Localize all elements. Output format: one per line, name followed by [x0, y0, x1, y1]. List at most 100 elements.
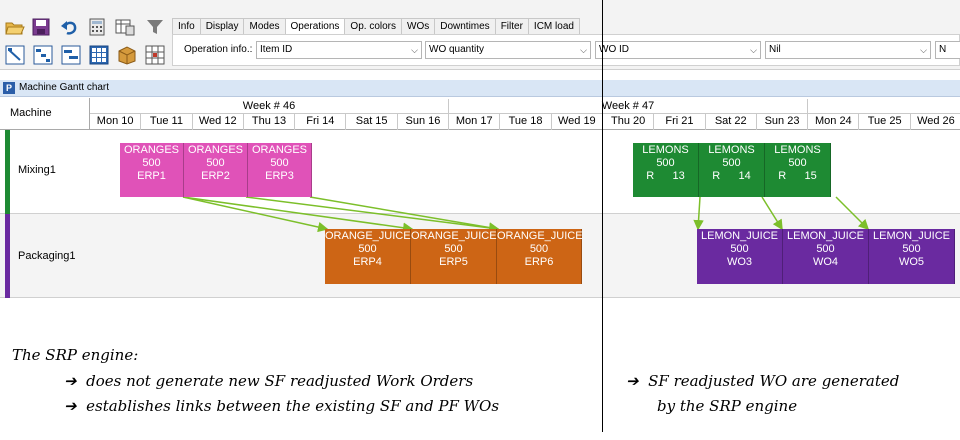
link-erp3-erp6[interactable]: [309, 196, 500, 233]
link-erp2-erp6[interactable]: [245, 196, 500, 234]
day-header-cell: Thu 13: [244, 114, 296, 130]
gantt-header: [0, 98, 960, 130]
operation-block[interactable]: LEMON_JUICE 500 WO5: [869, 229, 955, 284]
chevron-down-icon: ⌵: [580, 45, 587, 55]
operation-block[interactable]: LEMONS 500 R 15: [765, 143, 831, 197]
filter-icon[interactable]: [144, 16, 166, 38]
chevron-down-icon: ⌵: [411, 45, 418, 55]
operation-block[interactable]: ORANGES 500 ERP2: [184, 143, 248, 197]
caption-title: The SRP engine:: [12, 346, 139, 364]
operation-info-combo-3[interactable]: WO ID ⌵: [595, 41, 761, 59]
link-tool-icon[interactable]: [4, 44, 26, 66]
operation-block[interactable]: LEMON_JUICE 500 WO3: [697, 229, 783, 284]
week-48-header: [808, 99, 960, 114]
operation-info-combo-5[interactable]: N: [935, 41, 960, 59]
operation-wo: R 14: [712, 170, 751, 182]
link-erp1-erp5[interactable]: [182, 196, 414, 233]
sequence-tool-icon[interactable]: [32, 44, 54, 66]
operation-block[interactable]: LEMONS 500 R 14: [699, 143, 765, 197]
operation-block[interactable]: ORANGES 500 ERP3: [248, 143, 312, 197]
day-header-cell: Mon 10: [90, 114, 142, 130]
operation-block[interactable]: LEMONS 500 R 13: [633, 143, 699, 197]
link-r13-wo3[interactable]: [693, 196, 704, 231]
operation-wo: ERP2: [201, 170, 230, 182]
caption-point-1-text: does not generate new SF readjusted Work…: [86, 372, 474, 390]
machine-name-packaging1: Packaging1: [18, 250, 76, 262]
gantt-bars-icon[interactable]: [60, 44, 82, 66]
operation-item: ORANGES: [123, 144, 179, 156]
day-header-cell: Sat 15: [347, 114, 398, 130]
tab-icm-load[interactable]: ICM load: [527, 18, 580, 35]
operation-info-combo-4[interactable]: Nil ⌵: [765, 41, 931, 59]
operation-wo: WO5: [898, 256, 925, 268]
toolbar: Info Display Modes Operations Op. colors…: [0, 0, 960, 70]
operation-info-combo-2[interactable]: WO quantity ⌵: [425, 41, 591, 59]
day-header-cell: Thu 20: [603, 114, 655, 130]
operation-item: ORANGE_JUICE: [411, 230, 497, 242]
day-header-cell: Sun 23: [757, 114, 809, 130]
split-line: [602, 0, 603, 432]
day-header-cell: Sun 16: [398, 114, 450, 130]
operation-wo: ERP6: [524, 256, 554, 268]
day-header-cell: Fri 21: [654, 114, 706, 130]
operation-item: ORANGE_JUICE: [497, 230, 583, 242]
operation-qty: 500: [722, 157, 741, 169]
operation-wo: ERP4: [353, 256, 382, 268]
week-46-header: Week # 46: [90, 99, 449, 114]
machine-color-bar-mixing1: [5, 130, 10, 214]
app-logo-icon: P: [3, 82, 15, 94]
caption-right-line-1: SF readjusted WO are generated: [648, 372, 900, 390]
operation-block[interactable]: ORANGE_JUICE 500 ERP5: [411, 229, 497, 284]
link-r15-wo5[interactable]: [835, 196, 870, 231]
operation-item: LEMON_JUICE: [872, 230, 951, 242]
save-icon[interactable]: [30, 16, 52, 38]
operation-wo: R 15: [778, 170, 817, 182]
operation-item: ORANGES: [187, 144, 243, 156]
caption-point-2: ➔ establishes links between the existing…: [64, 397, 499, 415]
combo-1-value: Item ID: [260, 44, 293, 55]
gantt-window-title-bar: P Machine Gantt chart: [0, 80, 960, 97]
operation-block[interactable]: ORANGE_JUICE 500 ERP6: [497, 229, 583, 284]
operation-qty: 500: [656, 157, 675, 169]
table-calc-icon[interactable]: [114, 16, 136, 38]
planning-grid-icon[interactable]: [144, 44, 166, 66]
link-erp1-erp4[interactable]: [182, 196, 329, 233]
combo-5-value: N: [939, 44, 947, 55]
chevron-down-icon: ⌵: [920, 45, 927, 55]
operation-qty: 500: [270, 157, 289, 169]
package-icon[interactable]: [116, 44, 138, 66]
calculator-icon[interactable]: [86, 16, 108, 38]
day-header-cell: Wed 12: [193, 114, 244, 130]
grid-view-icon[interactable]: [88, 44, 110, 66]
operation-block[interactable]: ORANGES 500 ERP1: [120, 143, 184, 197]
day-header-cell: Tue 25: [860, 114, 911, 130]
operation-qty: 500: [730, 243, 749, 255]
operation-qty: 500: [358, 243, 377, 255]
machine-name-mixing1: Mixing1: [18, 164, 56, 176]
caption-right-line-2: by the SRP engine: [657, 397, 798, 415]
week-47-header: Week # 47: [449, 99, 808, 114]
combo-2-value: WO quantity: [429, 44, 485, 55]
day-header-cell: Wed 26: [911, 114, 960, 130]
operation-wo: ERP5: [439, 256, 468, 268]
tab-strip: Info Display Modes Operations Op. colors…: [172, 18, 580, 35]
open-folder-icon[interactable]: [4, 16, 26, 38]
operation-info-label: Operation info.:: [184, 44, 253, 55]
machine-column-header: Machine: [10, 107, 52, 119]
operation-block[interactable]: ORANGE_JUICE 500 ERP4: [325, 229, 411, 284]
operation-qty: 500: [902, 243, 921, 255]
combo-3-value: WO ID: [599, 44, 629, 55]
chevron-down-icon: ⌵: [750, 45, 757, 55]
operation-item: LEMON_JUICE: [700, 230, 779, 242]
arrow-right-icon: ➔: [64, 397, 77, 415]
operation-qty: 500: [816, 243, 835, 255]
link-r14-wo4[interactable]: [761, 196, 783, 231]
operation-block[interactable]: LEMON_JUICE 500 WO4: [783, 229, 869, 284]
operation-wo: WO4: [812, 256, 839, 268]
undo-icon[interactable]: [58, 16, 80, 38]
operation-info-combo-1[interactable]: Item ID ⌵: [256, 41, 422, 59]
operation-qty: 500: [529, 243, 549, 255]
operation-wo: R 13: [646, 170, 685, 182]
operation-wo: WO3: [726, 256, 753, 268]
